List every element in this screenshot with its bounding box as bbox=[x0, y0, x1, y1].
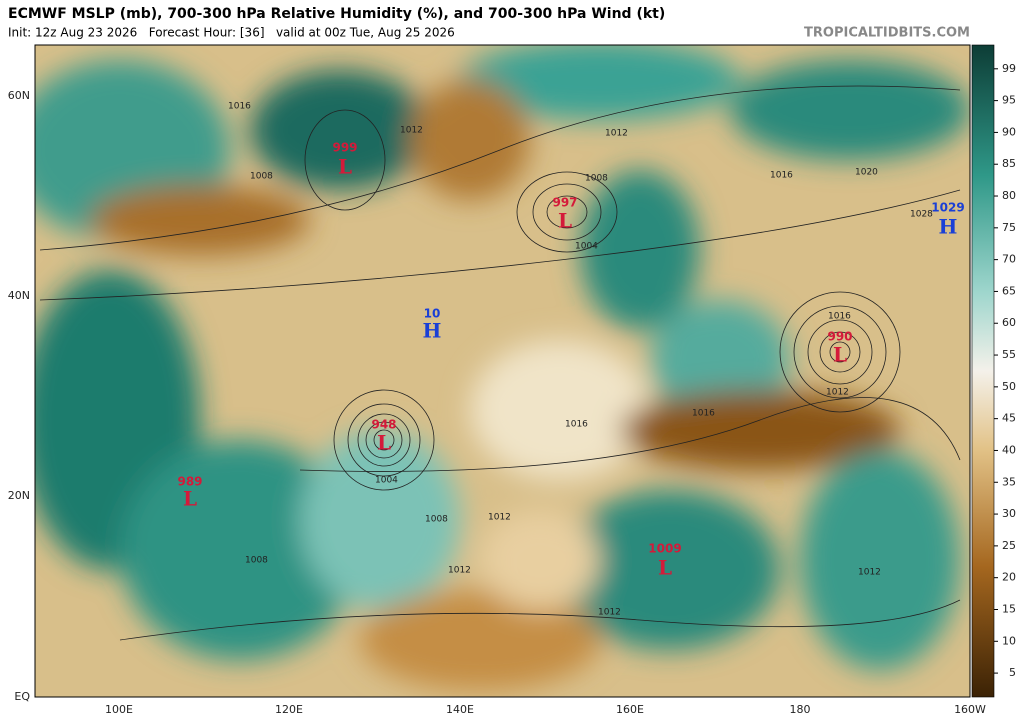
title: ECMWF MSLP (mb), 700-300 hPa Relative Hu… bbox=[8, 6, 665, 22]
isobar-label: 1004 bbox=[575, 242, 598, 252]
colorbar-label: 80 bbox=[1002, 189, 1016, 202]
colorbar-label: 40 bbox=[1002, 443, 1016, 456]
pressure-symbol: L bbox=[377, 431, 391, 455]
lat-label: EQ bbox=[14, 690, 30, 703]
isobar-label: 1012 bbox=[826, 388, 849, 398]
lat-label: 20N bbox=[8, 489, 30, 502]
colorbar-label: 99 bbox=[1002, 62, 1016, 75]
lon-label: 180 bbox=[790, 703, 811, 716]
pressure-symbol: L bbox=[833, 343, 847, 367]
pressure-value: 10 bbox=[424, 307, 441, 321]
colorbar-label: 60 bbox=[1002, 316, 1016, 329]
isobar-label: 1016 bbox=[828, 312, 851, 322]
pressure-symbol: H bbox=[939, 215, 958, 239]
colorbar-label: 95 bbox=[1002, 94, 1016, 107]
isobar-label: 1008 bbox=[250, 172, 273, 182]
pressure-value: 948 bbox=[371, 418, 396, 432]
colorbar-label: 15 bbox=[1002, 602, 1016, 615]
lon-label: 160W bbox=[954, 703, 986, 716]
isobar-label: 1004 bbox=[375, 476, 398, 486]
isobar-label: 1012 bbox=[400, 126, 423, 136]
isobar-label: 1008 bbox=[425, 515, 448, 525]
colorbar-label: 30 bbox=[1002, 507, 1016, 520]
isobar-label: 1016 bbox=[692, 409, 715, 419]
pressure-value: 999 bbox=[332, 141, 357, 155]
isobar-label: 1012 bbox=[598, 608, 621, 618]
pressure-value: 997 bbox=[552, 196, 577, 210]
isobar-label: 1012 bbox=[488, 513, 511, 523]
colorbar-label: 85 bbox=[1002, 157, 1016, 170]
lon-label: 140E bbox=[446, 703, 474, 716]
lon-label: 160E bbox=[616, 703, 644, 716]
isobar-label: 1016 bbox=[565, 420, 588, 430]
colorbar-label: 10 bbox=[1002, 634, 1016, 647]
pressure-symbol: L bbox=[338, 155, 352, 179]
colorbar-label: 5 bbox=[1009, 666, 1016, 679]
colorbar bbox=[971, 44, 995, 698]
colorbar-label: 90 bbox=[1002, 125, 1016, 138]
pressure-value: 989 bbox=[177, 475, 202, 489]
isobar-label: 1008 bbox=[245, 556, 268, 566]
colorbar-label: 25 bbox=[1002, 539, 1016, 552]
lat-label: 60N bbox=[8, 89, 30, 102]
isobar-label: 1020 bbox=[855, 168, 878, 178]
map-frame bbox=[34, 44, 971, 698]
colorbar-label: 20 bbox=[1002, 571, 1016, 584]
pressure-value: 990 bbox=[827, 330, 852, 344]
colorbar-label: 65 bbox=[1002, 284, 1016, 297]
isobar-label: 1012 bbox=[448, 566, 471, 576]
watermark: TROPICALTIDBITS.COM bbox=[804, 26, 970, 41]
isobar-label: 1012 bbox=[605, 129, 628, 139]
colorbar-label: 45 bbox=[1002, 412, 1016, 425]
pressure-symbol: L bbox=[183, 487, 197, 511]
lat-label: 40N bbox=[8, 289, 30, 302]
pressure-symbol: L bbox=[558, 209, 572, 233]
isobar-label: 1008 bbox=[585, 174, 608, 184]
lon-label: 120E bbox=[275, 703, 303, 716]
colorbar-label: 75 bbox=[1002, 221, 1016, 234]
isobar-label: 1012 bbox=[858, 568, 881, 578]
pressure-value: 1029 bbox=[931, 201, 964, 215]
lon-label: 100E bbox=[105, 703, 133, 716]
isobar-label: 1016 bbox=[770, 171, 793, 181]
colorbar-label: 35 bbox=[1002, 475, 1016, 488]
subtitle: Init: 12z Aug 23 2026 Forecast Hour: [36… bbox=[8, 26, 455, 40]
colorbar-label: 50 bbox=[1002, 380, 1016, 393]
isobar-label: 1016 bbox=[228, 102, 251, 112]
pressure-symbol: H bbox=[423, 319, 442, 343]
pressure-value: 1009 bbox=[648, 542, 681, 556]
colorbar-label: 70 bbox=[1002, 253, 1016, 266]
colorbar-label: 55 bbox=[1002, 348, 1016, 361]
isobar-label: 1028 bbox=[910, 210, 933, 220]
map-area: 1016 1012 1008 1004 1008 1012 1016 1020 … bbox=[35, 45, 970, 697]
pressure-symbol: L bbox=[658, 556, 672, 580]
